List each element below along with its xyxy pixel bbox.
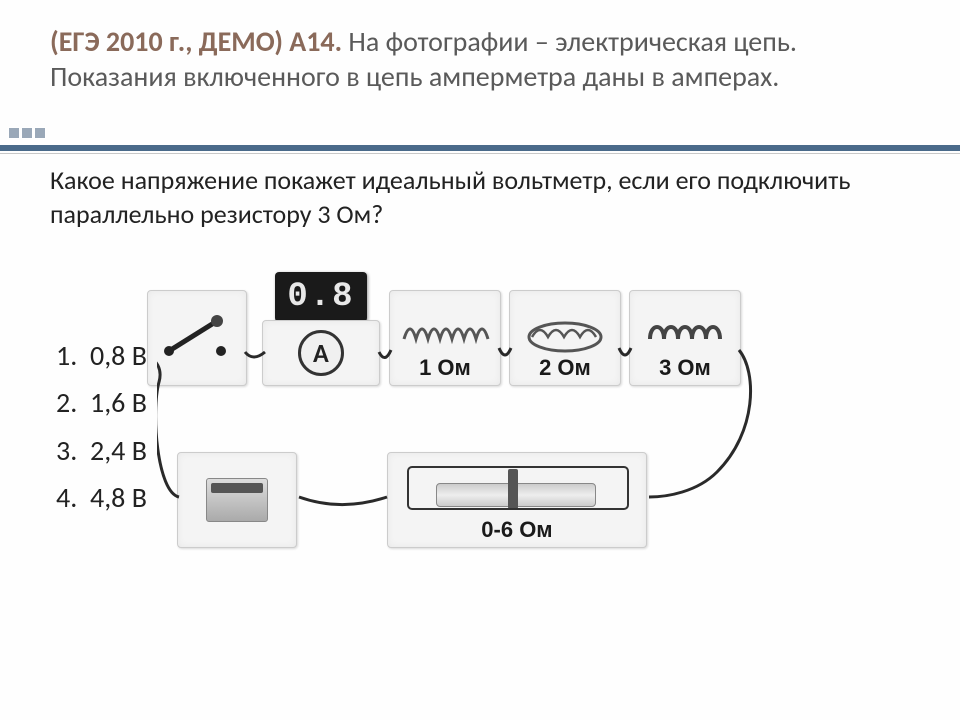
switch-component bbox=[147, 290, 247, 386]
answer-item: 1.0,8 В bbox=[56, 332, 147, 380]
answer-list: 1.0,8 В 2.1,6 В 3.2,4 В 4.4,8 В bbox=[50, 272, 147, 522]
ammeter-tile: A bbox=[262, 320, 380, 386]
answer-item: 4.4,8 В bbox=[56, 474, 147, 522]
circuit-diagram: 0.8 A 1 Ом 2 Ом bbox=[157, 272, 910, 582]
question-text: Какое напряжение покажет идеальный вольт… bbox=[50, 164, 910, 232]
rheostat-label: 0-6 Ом bbox=[477, 515, 556, 547]
slide: (ЕГЭ 2010 г., ДЕМО) А14. На фотографии –… bbox=[0, 0, 960, 720]
divider-line bbox=[0, 153, 960, 154]
ammeter-label: A bbox=[313, 337, 329, 369]
divider-bar bbox=[0, 145, 960, 151]
answer-item: 2.1,6 В bbox=[56, 379, 147, 427]
divider bbox=[0, 145, 960, 154]
coil-icon bbox=[640, 309, 730, 359]
coil-icon bbox=[400, 309, 490, 359]
content-row: 1.0,8 В 2.1,6 В 3.2,4 В 4.4,8 В 0.8 bbox=[50, 272, 910, 582]
rheostat-frame-icon bbox=[388, 459, 648, 515]
battery-component bbox=[177, 452, 297, 548]
display-reading: 0.8 bbox=[287, 280, 354, 314]
switch-icon bbox=[157, 313, 237, 363]
resistor-3ohm: 3 Ом bbox=[629, 290, 741, 386]
divider-squares bbox=[8, 127, 46, 139]
ammeter-display: 0.8 bbox=[275, 272, 367, 322]
resistor-1ohm: 1 Ом bbox=[389, 290, 501, 386]
title-block: (ЕГЭ 2010 г., ДЕМО) А14. На фотографии –… bbox=[50, 24, 910, 104]
answer-item: 3.2,4 В bbox=[56, 427, 147, 475]
title-bold: (ЕГЭ 2010 г., ДЕМО) А14. bbox=[50, 24, 342, 59]
resistor-2ohm: 2 Ом bbox=[509, 290, 621, 386]
rheostat-component: 0-6 Ом bbox=[387, 452, 647, 548]
ammeter-icon: A bbox=[298, 330, 344, 376]
coil-icon bbox=[520, 309, 610, 359]
title-text: (ЕГЭ 2010 г., ДЕМО) А14. На фотографии –… bbox=[50, 24, 910, 94]
battery-icon bbox=[206, 478, 268, 522]
